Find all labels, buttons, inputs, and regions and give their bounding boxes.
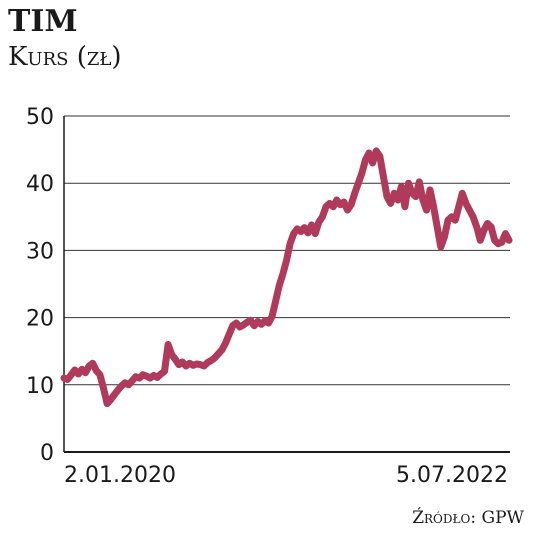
series-layer — [60, 147, 513, 408]
y-tick-label: 40 — [26, 172, 54, 197]
x-tick-labels: 2.01.2020 5.07.2022 — [64, 463, 508, 488]
y-tick-label: 0 — [40, 441, 54, 466]
y-tick-label: 50 — [26, 105, 54, 130]
y-tick-label: 10 — [26, 374, 54, 399]
y-tick-label: 30 — [26, 239, 54, 264]
chart-title: TIM — [8, 4, 78, 39]
y-tick-label: 20 — [26, 307, 54, 332]
x-tick-label: 5.07.2022 — [396, 463, 508, 488]
y-tick-labels: 0 10 20 30 40 50 — [26, 105, 54, 466]
x-tick-label: 2.01.2020 — [64, 463, 176, 488]
chart-subtitle: Kurs (zł) — [8, 42, 122, 72]
source-note: Źródło: GPW — [412, 508, 524, 528]
price-series-line — [60, 147, 513, 408]
axis-layer — [63, 116, 510, 453]
